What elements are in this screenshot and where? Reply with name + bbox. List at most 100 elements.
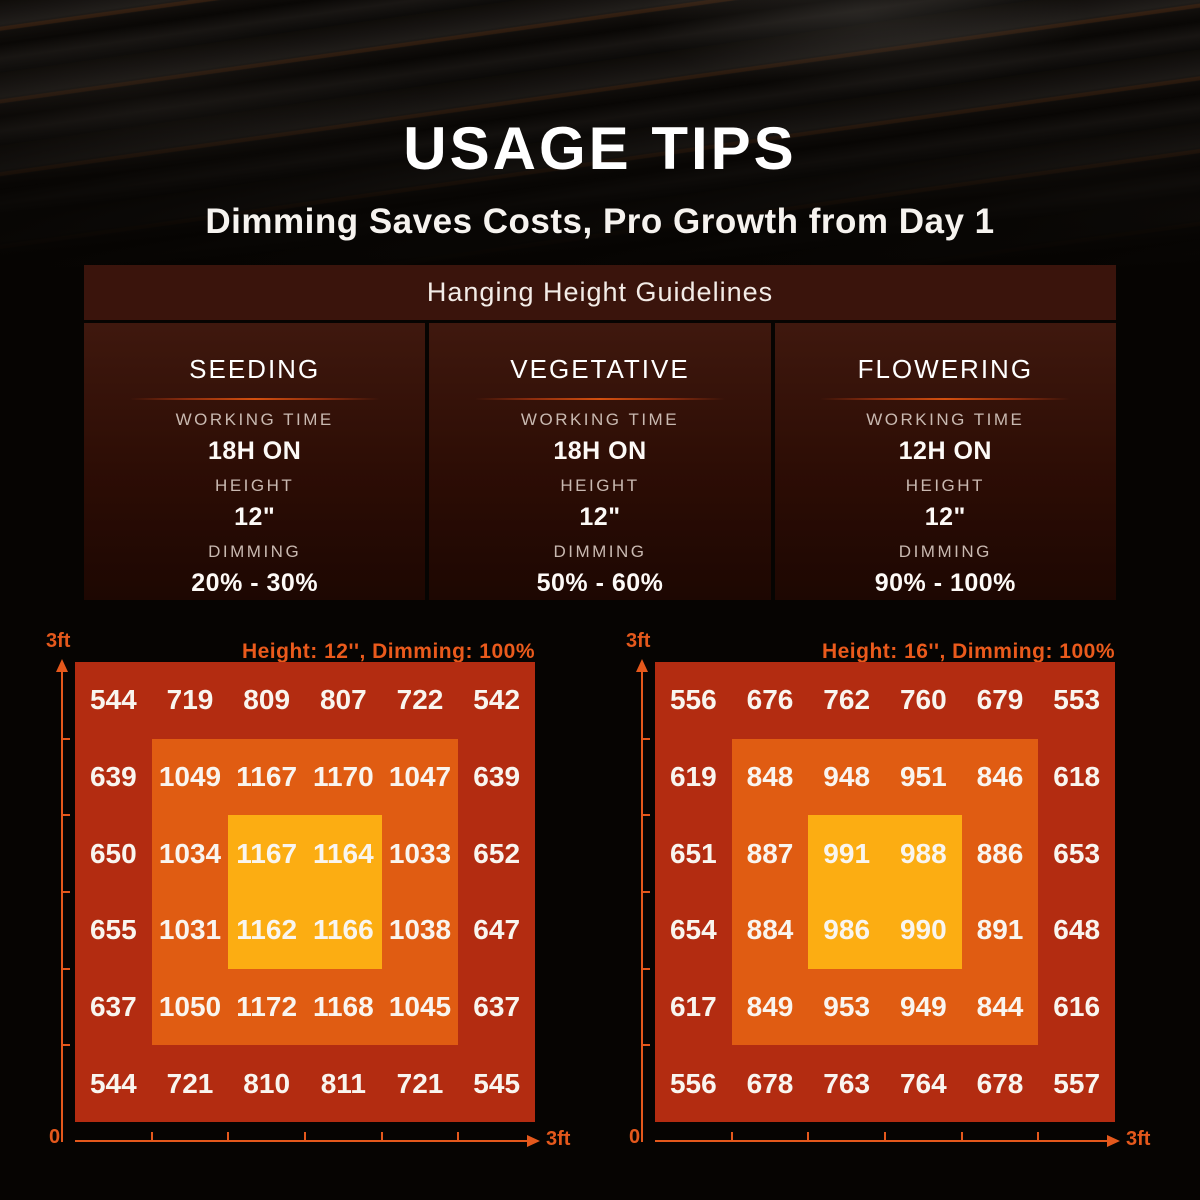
heatmap-value: 616 xyxy=(1053,990,1101,1022)
height-value: 12" xyxy=(924,503,966,531)
heatmap-value: 653 xyxy=(1053,837,1101,869)
heatmap-value: 544 xyxy=(89,684,137,716)
heatmap-value: 651 xyxy=(669,837,717,869)
x-axis-tick xyxy=(807,1132,810,1140)
dimming-value: 20% - 30% xyxy=(191,569,319,597)
heatmap-value: 884 xyxy=(746,914,794,946)
y-axis-tick xyxy=(63,1044,70,1047)
heatmap-value: 848 xyxy=(746,760,794,792)
heatmap-value: 1167 xyxy=(236,760,298,792)
height-label: HEIGHT xyxy=(905,476,985,495)
heatmap-value: 1168 xyxy=(312,990,374,1022)
x-axis-arrow-icon xyxy=(527,1135,540,1147)
y-axis-tick xyxy=(643,737,650,740)
heatmap-value: 760 xyxy=(899,684,947,716)
x-axis-max-label: 3ft xyxy=(546,1128,571,1150)
stage-divider xyxy=(129,398,380,400)
x-axis-arrow-icon xyxy=(1107,1135,1120,1147)
height-label: HEIGHT xyxy=(560,476,640,495)
heatmap-value: 1038 xyxy=(388,914,452,946)
y-axis-tick xyxy=(63,737,70,740)
working-time-label: WORKING TIME xyxy=(866,410,1025,429)
height-value: 12" xyxy=(579,503,621,531)
y-axis-line xyxy=(61,671,63,1142)
heatmap-value: 1047 xyxy=(388,760,452,792)
heatmap-value: 617 xyxy=(669,990,717,1022)
y-axis-tick xyxy=(63,814,70,817)
x-axis-tick xyxy=(1037,1132,1040,1140)
stage-name: VEGETATIVE xyxy=(510,354,690,384)
led-grow-light-photo xyxy=(0,0,1200,278)
heatmap-value: 849 xyxy=(746,990,794,1022)
height-label: HEIGHT xyxy=(215,476,295,495)
heatmap-value: 1170 xyxy=(312,760,374,792)
heatmap-value: 764 xyxy=(899,1067,947,1099)
heatmap-value: 844 xyxy=(976,990,1024,1022)
stage-columns: SEEDING WORKING TIME 18H ON HEIGHT 12" D… xyxy=(84,323,1116,600)
heatmap-value: 654 xyxy=(669,914,717,946)
x-axis-tick xyxy=(884,1132,886,1140)
heat-zone-inner xyxy=(228,815,382,969)
x-axis-tick xyxy=(227,1132,230,1140)
stage-divider xyxy=(474,398,725,400)
heatmap-value: 648 xyxy=(1053,914,1101,946)
x-axis-tick xyxy=(150,1132,153,1140)
page-subtitle: Dimming Saves Costs, Pro Growth from Day… xyxy=(205,202,995,241)
dimming-value: 50% - 60% xyxy=(536,569,664,597)
x-axis-tick xyxy=(960,1132,963,1140)
y-axis-max-label: 3ft xyxy=(46,630,71,652)
heatmap-value: 990 xyxy=(899,914,947,946)
heatmap-value: 556 xyxy=(669,1067,717,1099)
heatmap-value: 1050 xyxy=(158,990,222,1022)
heatmap-value: 678 xyxy=(976,1067,1024,1099)
heatmap-value: 762 xyxy=(823,684,871,716)
x-axis-tick xyxy=(304,1132,306,1140)
heatmap-value: 991 xyxy=(823,837,871,869)
heatmap-value: 542 xyxy=(473,684,521,716)
dimming-label: DIMMING xyxy=(898,542,992,561)
heatmap-value: 887 xyxy=(746,837,794,869)
heatmap-value: 953 xyxy=(823,990,871,1022)
stage-flowering: FLOWERING WORKING TIME 12H ON HEIGHT 12"… xyxy=(774,323,1116,600)
stage-vegetative: VEGETATIVE WORKING TIME 18H ON HEIGHT 12… xyxy=(429,323,771,600)
y-axis-tick xyxy=(63,967,70,970)
heatmap-value: 553 xyxy=(1053,684,1101,716)
stage-name: FLOWERING xyxy=(857,354,1034,384)
heatmap-value: 886 xyxy=(976,837,1024,869)
heatmap-grid: 544 719 809 807 722 542 639 1049 1167 1170 1047 639… xyxy=(75,662,535,1122)
y-axis-ticks xyxy=(643,662,651,1122)
heatmap-value: 1034 xyxy=(158,837,222,869)
x-axis-ticks xyxy=(655,1132,1115,1140)
stage-name: SEEDING xyxy=(189,354,321,384)
heatmap-value: 1045 xyxy=(388,990,452,1022)
heatmap-grid: 556 676 762 760 679 553 619 848 948 951 846 618 651 8… xyxy=(655,662,1115,1122)
heatmap-value: 1166 xyxy=(312,914,374,946)
heatmap-value: 639 xyxy=(89,760,137,792)
height-value: 12" xyxy=(234,503,276,531)
y-axis-tick xyxy=(63,891,70,893)
guidelines-title: Hanging Height Guidelines xyxy=(84,265,1116,320)
heatmap-value: 679 xyxy=(976,684,1024,716)
heatmap-value: 1033 xyxy=(388,837,452,869)
heatmap-value: 639 xyxy=(473,760,521,792)
page-title: USAGE TIPS xyxy=(403,115,797,182)
working-time-value: 18H ON xyxy=(208,437,302,465)
heatmap-value: 719 xyxy=(166,684,214,716)
y-axis-tick xyxy=(643,1044,650,1047)
heatmap-value: 951 xyxy=(899,760,947,792)
heatmap-value: 948 xyxy=(823,760,871,792)
x-axis-tick xyxy=(457,1132,460,1140)
working-time-value: 12H ON xyxy=(898,437,992,465)
x-axis-max-label: 3ft xyxy=(1126,1128,1151,1150)
y-axis-arrow-icon xyxy=(56,659,68,672)
heat-zone-inner xyxy=(808,815,962,969)
y-axis-line xyxy=(641,671,643,1142)
y-axis-ticks xyxy=(63,662,71,1122)
heatmap-value: 1049 xyxy=(158,760,222,792)
heatmap-value: 556 xyxy=(669,684,717,716)
heatmap-value: 988 xyxy=(899,837,947,869)
y-axis-tick xyxy=(643,891,650,893)
heatmap-value: 650 xyxy=(89,837,137,869)
x-axis-line xyxy=(655,1140,1107,1142)
dimming-label: DIMMING xyxy=(208,542,302,561)
